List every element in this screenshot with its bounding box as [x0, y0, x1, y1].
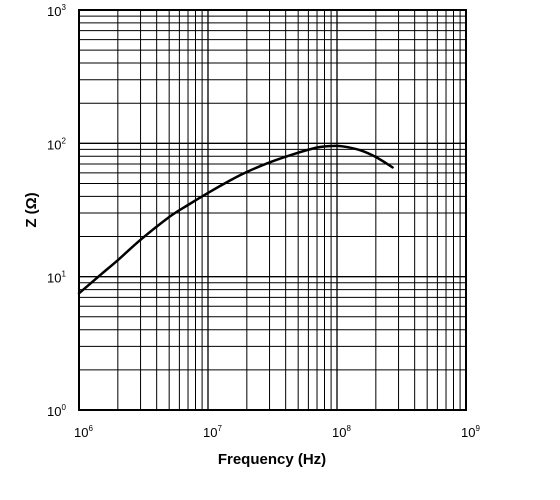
svg-text:103: 103: [47, 3, 66, 19]
y-tick-label: 101: [47, 270, 66, 286]
impedance-curve: [77, 144, 394, 295]
x-tick-label: 108: [332, 424, 351, 440]
svg-text:102: 102: [47, 136, 66, 152]
x-tick-label: 106: [74, 424, 93, 440]
x-axis-tick-labels: 106 107 108 109: [74, 424, 480, 440]
svg-text:108: 108: [332, 424, 351, 440]
y-tick-label: 100: [47, 403, 66, 419]
svg-text:100: 100: [47, 403, 66, 419]
y-axis-title: Z (Ω): [23, 192, 40, 227]
y-axis-tick-labels: 100 101 102 103: [47, 3, 66, 419]
x-tick-label: 107: [203, 424, 222, 440]
y-tick-label: 102: [47, 136, 66, 152]
x-tick-label: 109: [461, 424, 480, 440]
svg-text:109: 109: [461, 424, 480, 440]
y-tick-label: 103: [47, 3, 66, 19]
plot-area-frame: [78, 9, 467, 411]
grid: [79, 10, 466, 410]
svg-text:101: 101: [47, 270, 66, 286]
x-axis-title: Frequency (Hz): [218, 451, 326, 468]
svg-text:106: 106: [74, 424, 93, 440]
svg-text:107: 107: [203, 424, 222, 440]
